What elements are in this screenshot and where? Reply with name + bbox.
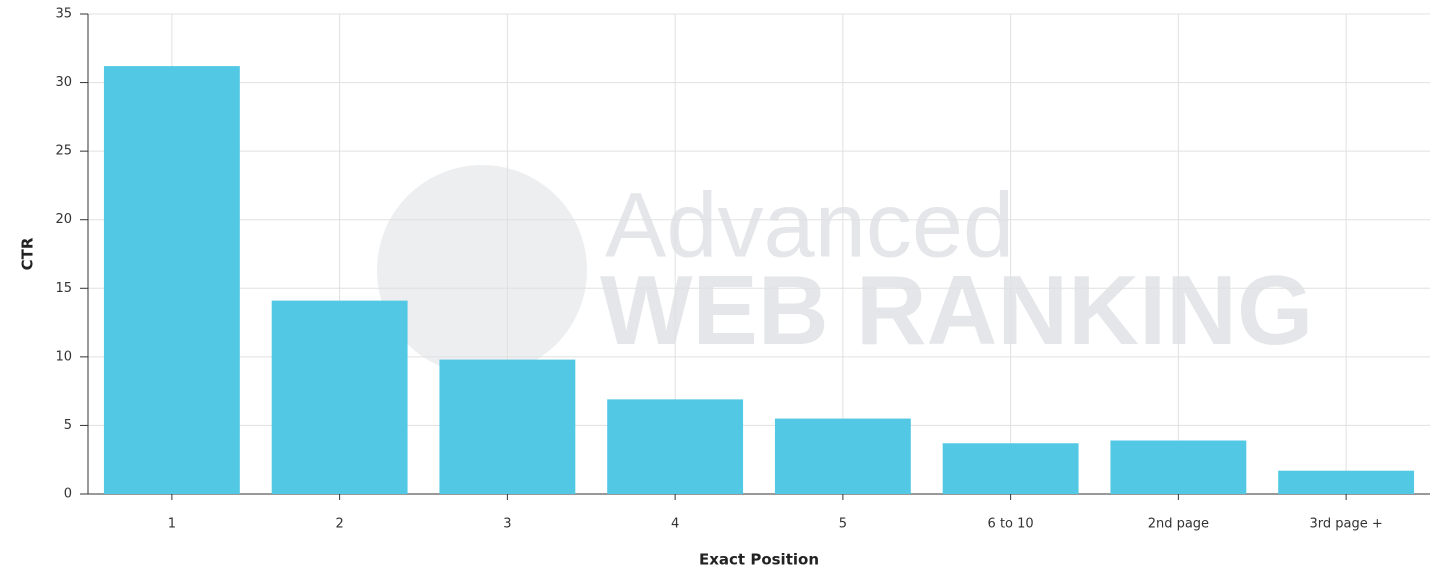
x-axis-title: Exact Position bbox=[699, 551, 819, 569]
y-tick-label: 25 bbox=[55, 144, 72, 159]
y-tick-label: 0 bbox=[64, 487, 72, 502]
y-tick-label: 35 bbox=[55, 7, 72, 22]
bar bbox=[1278, 470, 1415, 494]
watermark-globe bbox=[377, 165, 587, 375]
watermark-text: Advanced bbox=[605, 174, 1014, 276]
bar bbox=[103, 66, 240, 494]
bar bbox=[271, 300, 408, 494]
bar bbox=[774, 418, 911, 494]
y-tick-label: 20 bbox=[55, 212, 72, 227]
bar bbox=[942, 443, 1079, 494]
x-tick-label: 4 bbox=[671, 517, 679, 532]
x-tick-label: 3 bbox=[503, 517, 511, 532]
watermark-text: WEB RANKING bbox=[600, 255, 1313, 365]
x-tick-label: 3rd page + bbox=[1309, 517, 1382, 532]
y-tick-label: 5 bbox=[64, 418, 72, 433]
x-tick-label: 2nd page bbox=[1148, 517, 1209, 532]
x-tick-label: 5 bbox=[839, 517, 847, 532]
bar bbox=[439, 359, 576, 494]
y-axis-title: CTR bbox=[19, 237, 37, 270]
x-tick-label: 6 to 10 bbox=[988, 517, 1034, 532]
y-tick-label: 10 bbox=[55, 349, 72, 364]
y-tick-label: 15 bbox=[55, 281, 72, 296]
y-tick-label: 30 bbox=[55, 75, 72, 90]
x-tick-label: 2 bbox=[335, 517, 343, 532]
x-tick-label: 1 bbox=[168, 517, 176, 532]
bar bbox=[1110, 440, 1247, 494]
bar bbox=[607, 399, 744, 494]
